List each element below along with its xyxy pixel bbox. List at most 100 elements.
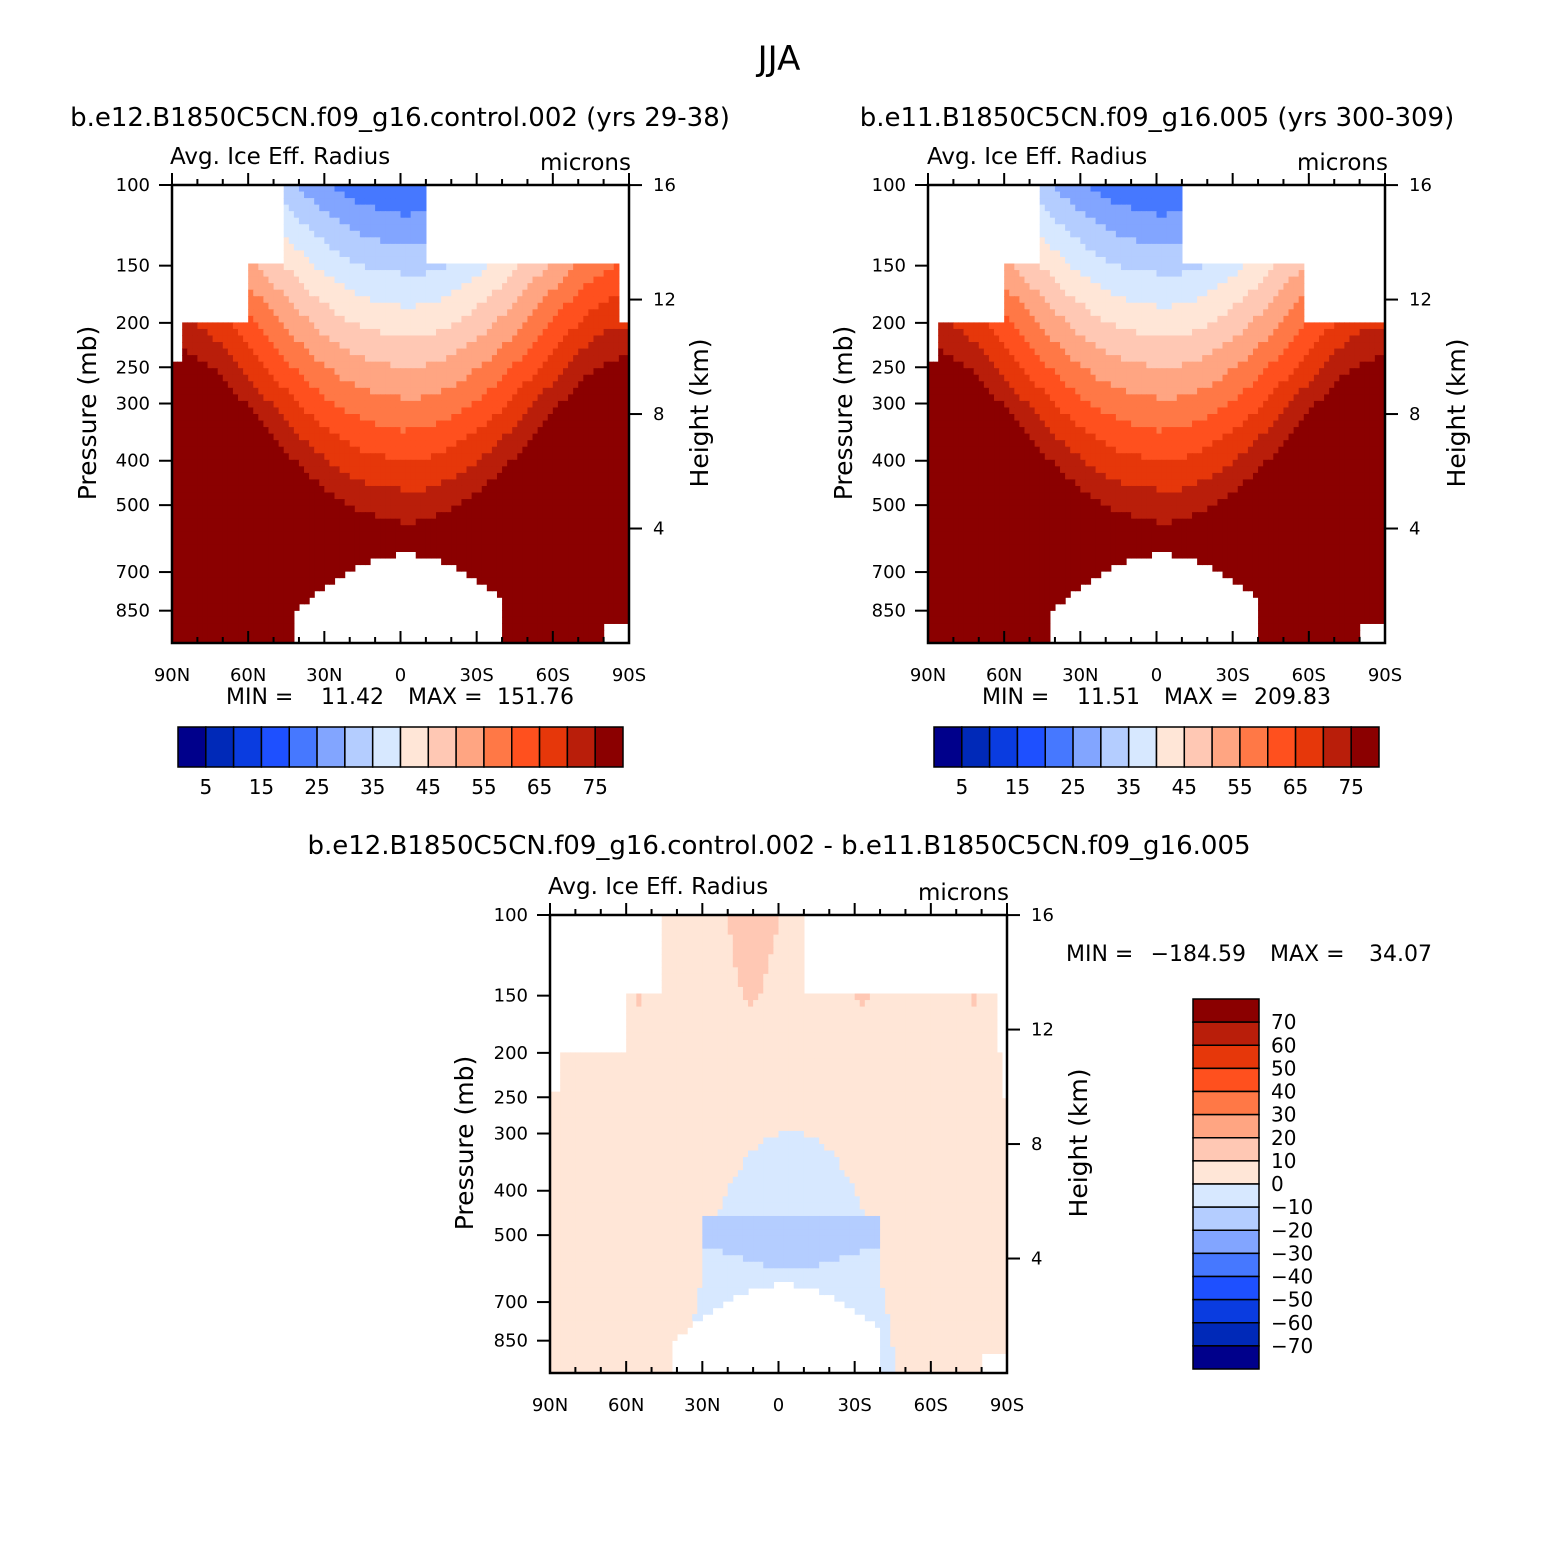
contour-cell <box>614 578 620 585</box>
contour-cell <box>268 296 274 303</box>
contour-cell <box>563 375 569 382</box>
contour-cell <box>233 545 239 552</box>
contour-cell <box>522 591 528 598</box>
contour-cell <box>502 623 508 630</box>
contour-cell <box>548 316 554 323</box>
contour-cell <box>390 283 396 290</box>
contour-cell <box>365 388 371 395</box>
contour-cell <box>487 349 493 356</box>
contour-cell <box>604 610 610 617</box>
contour-cell <box>299 564 305 571</box>
contour-cell <box>543 610 549 617</box>
contour-cell <box>477 283 483 290</box>
contour-cell <box>233 473 239 480</box>
contour-cell <box>375 525 381 532</box>
contour-cell <box>319 329 325 336</box>
contour-cell <box>202 532 208 539</box>
contour-cell <box>319 218 325 225</box>
contour-cell <box>578 414 584 421</box>
contour-cell <box>294 257 300 264</box>
contour-cell <box>319 375 325 382</box>
contour-cell <box>441 368 447 375</box>
contour-cell <box>456 335 462 342</box>
contour-cell <box>593 309 599 316</box>
contour-cell <box>304 545 310 552</box>
contour-cell <box>533 368 539 375</box>
contour-cell <box>583 479 589 486</box>
contour-cell <box>507 617 513 624</box>
contour-cell <box>512 421 518 428</box>
contour-cell <box>456 355 462 362</box>
contour-cell <box>355 355 361 362</box>
contour-cell <box>588 479 594 486</box>
contour-cell <box>563 316 569 323</box>
contour-cell <box>228 335 234 342</box>
contour-cell <box>324 578 330 585</box>
contour-cell <box>355 421 361 428</box>
contour-cell <box>512 506 518 513</box>
contour-cell <box>461 388 467 395</box>
contour-cell <box>421 257 427 264</box>
contour-cell <box>258 407 264 414</box>
contour-cell <box>487 499 493 506</box>
contour-cell <box>309 578 315 585</box>
contour-cell <box>553 571 559 578</box>
contour-cell <box>375 381 381 388</box>
contour-cell <box>593 564 599 571</box>
contour-cell <box>507 623 513 630</box>
contour-cell <box>233 506 239 513</box>
contour-cell <box>512 578 518 585</box>
contour-cell <box>395 479 401 486</box>
contour-cell <box>309 493 315 500</box>
contour-cell <box>456 368 462 375</box>
contour-cell <box>365 447 371 454</box>
contour-cell <box>213 362 219 369</box>
contour-cell <box>563 591 569 598</box>
contour-cell <box>197 571 203 578</box>
contour-cell <box>395 224 401 231</box>
contour-cell <box>314 564 320 571</box>
contour-cell <box>319 224 325 231</box>
contour-cell <box>604 538 610 545</box>
contour-cell <box>289 545 295 552</box>
contour-cell <box>177 368 183 375</box>
contour-cell <box>253 440 259 447</box>
contour-cell <box>507 453 513 460</box>
contour-cell <box>233 499 239 506</box>
contour-cell <box>253 277 259 284</box>
contour-cell <box>578 349 584 356</box>
contour-cell <box>604 551 610 558</box>
contour-cell <box>507 270 513 277</box>
contour-cell <box>421 538 427 545</box>
contour-cell <box>538 525 544 532</box>
contour-cell <box>568 290 574 297</box>
contour-cell <box>568 538 574 545</box>
contour-cell <box>533 479 539 486</box>
contour-cell <box>274 558 280 565</box>
contour-cell <box>340 362 346 369</box>
contour-cell <box>477 309 483 316</box>
contour-cell <box>441 545 447 552</box>
contour-cell <box>588 388 594 395</box>
contour-cell <box>365 283 371 290</box>
contour-cell <box>406 447 412 454</box>
contour-cell <box>467 525 473 532</box>
contour-cell <box>568 303 574 310</box>
contour-cell <box>248 512 254 519</box>
contour-cell <box>441 407 447 414</box>
contour-cell <box>446 499 452 506</box>
contour-cell <box>329 231 335 238</box>
contour-cell <box>583 401 589 408</box>
contour-cell <box>218 493 224 500</box>
contour-cell <box>436 434 442 441</box>
contour-cell <box>299 440 305 447</box>
contour-cell <box>456 447 462 454</box>
contour-cell <box>563 414 569 421</box>
contour-cell <box>218 604 224 611</box>
contour-cell <box>334 460 340 467</box>
contour-cell <box>324 316 330 323</box>
contour-cell <box>573 499 579 506</box>
contour-cell <box>487 329 493 336</box>
contour-cell <box>406 277 412 284</box>
